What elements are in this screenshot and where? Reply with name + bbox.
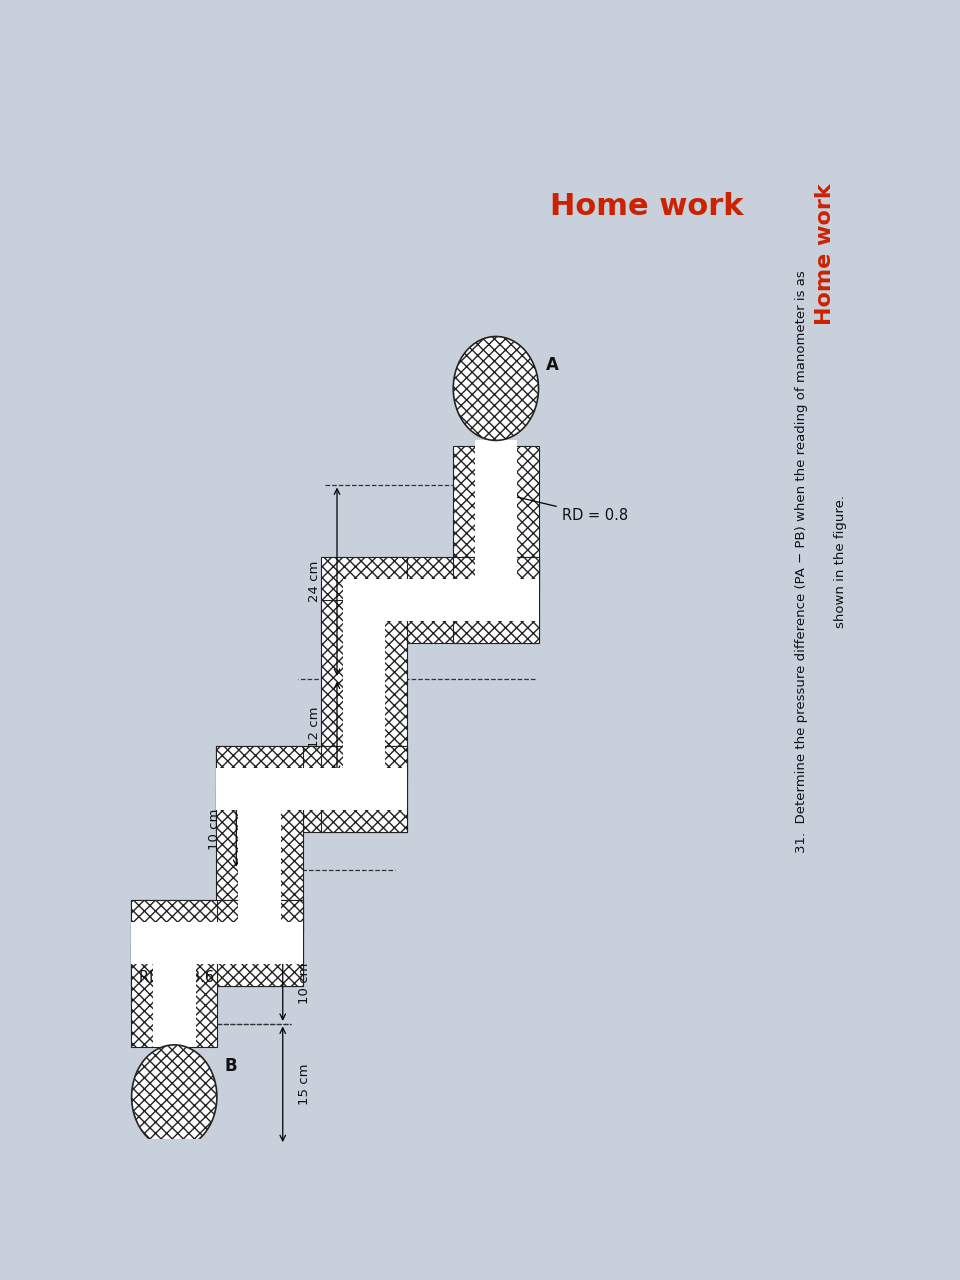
Bar [453,447,539,589]
Text: Home work: Home work [815,183,835,325]
Bar [132,900,217,986]
Bar [343,579,385,621]
Bar [343,768,385,810]
Text: 12 cm: 12 cm [308,707,322,748]
Bar [217,746,302,832]
Bar [132,922,302,964]
Text: A: A [546,356,559,374]
Bar [217,788,302,932]
Bar [238,768,281,810]
Bar [474,579,517,621]
Text: 15 cm: 15 cm [299,1064,311,1105]
Bar [132,943,217,1047]
Bar [217,746,407,832]
Bar [321,600,407,777]
Text: 24 cm: 24 cm [308,561,322,603]
Bar [474,447,517,589]
Bar [385,579,539,621]
Bar [321,746,407,832]
Text: 10 cm: 10 cm [207,809,221,850]
Text: Home work: Home work [550,192,744,221]
Bar [153,1043,196,1044]
Bar [453,558,539,643]
Bar [132,900,302,986]
Text: RD = 0.8: RD = 0.8 [501,492,628,524]
Ellipse shape [453,337,539,440]
Bar [238,922,281,964]
Text: B: B [225,1057,237,1075]
Bar [238,788,281,932]
Bar [153,922,196,964]
Text: 31.  Determine the pressure difference (PA − PB) when the reading of manometer i: 31. Determine the pressure difference (P… [796,270,808,852]
Bar [217,768,407,810]
Bar [474,440,517,451]
Bar [217,900,302,986]
Ellipse shape [132,1044,217,1149]
Bar [321,558,407,643]
Bar [153,943,196,1047]
Bar [385,558,539,643]
Text: 10 cm: 10 cm [299,963,311,1004]
Bar [343,600,385,777]
Text: RD = 13.6: RD = 13.6 [139,970,214,984]
Text: shown in the figure.: shown in the figure. [834,495,848,628]
